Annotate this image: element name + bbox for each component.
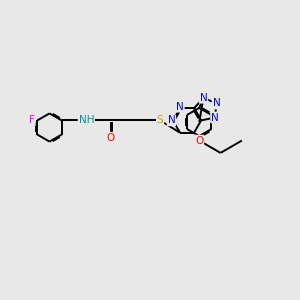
- Text: O: O: [195, 136, 203, 146]
- Text: O: O: [107, 133, 115, 143]
- Text: NH: NH: [79, 116, 94, 125]
- Text: N: N: [167, 116, 175, 125]
- Text: N: N: [211, 112, 219, 122]
- Text: N: N: [212, 98, 220, 109]
- Text: F: F: [29, 116, 35, 125]
- Text: S: S: [157, 116, 164, 125]
- Text: N: N: [200, 93, 207, 103]
- Text: N: N: [176, 102, 184, 112]
